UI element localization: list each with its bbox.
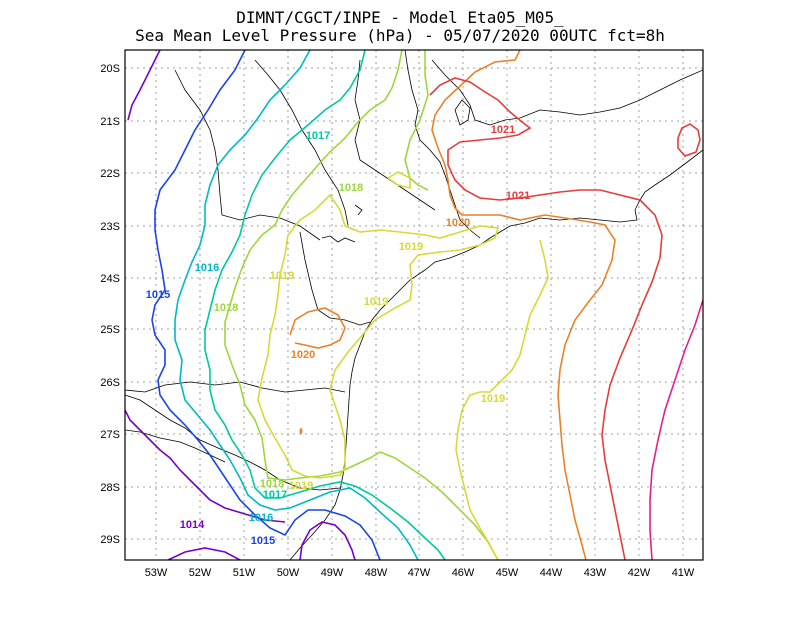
state-border [254, 59, 349, 226]
lat-tick-label: 23S [100, 221, 120, 233]
lon-tick-label: 49W [321, 567, 344, 579]
isobar-1019 [455, 239, 549, 560]
lon-tick-label: 44W [540, 567, 563, 579]
isobar-1018 [404, 50, 429, 191]
latitude-axis: 20S 21S 22S 23S 24S 25S 26S 27S 28S 29S [100, 63, 120, 546]
lon-tick-label: 41W [672, 567, 695, 579]
state-border [299, 231, 371, 326]
lat-tick-label: 27S [100, 429, 120, 441]
lon-tick-label: 45W [496, 567, 519, 579]
lon-tick-label: 47W [408, 567, 431, 579]
isobar-1017 [204, 50, 446, 560]
lat-tick-label: 25S [100, 324, 120, 336]
contour-label: 1017 [263, 489, 287, 501]
contour-label: 1017 [306, 130, 330, 142]
lon-tick-label: 52W [189, 567, 212, 579]
isobar-1014 [125, 409, 286, 523]
coastline [289, 149, 703, 560]
map-frame [124, 49, 704, 561]
state-border [431, 59, 703, 126]
contour-label: 1014 [180, 519, 205, 531]
contour-labels: 1014 1015 1015 1016 1016 1017 1017 1018 … [146, 124, 530, 547]
contour-label: 1015 [251, 535, 275, 547]
lat-lon-grid [125, 50, 703, 560]
contour-label: 1019 [399, 241, 423, 253]
contour-label: 1020 [446, 217, 470, 229]
contour-label: 1018 [214, 302, 238, 314]
isobar-1014 [299, 521, 356, 560]
country-border [125, 429, 226, 463]
isobar-1019 [257, 193, 500, 479]
isobar-1014 [127, 50, 161, 121]
lat-tick-label: 29S [100, 534, 120, 546]
isobar-1021 [429, 77, 663, 560]
lat-tick-label: 24S [100, 273, 120, 285]
isobar-1022 [649, 299, 703, 560]
lat-tick-label: 21S [100, 116, 120, 128]
lon-tick-label: 50W [277, 567, 300, 579]
state-border [125, 394, 341, 491]
lon-tick-label: 46W [452, 567, 475, 579]
contour-label: 1015 [146, 289, 170, 301]
lat-tick-label: 20S [100, 63, 120, 75]
contour-label: 1021 [491, 124, 515, 136]
reservoir-outline [321, 235, 356, 243]
contour-label: 1016 [249, 512, 273, 524]
lat-tick-label: 28S [100, 482, 120, 494]
contour-label: 1019 [481, 393, 505, 405]
lon-tick-label: 48W [365, 567, 388, 579]
contour-label: 1018 [339, 182, 363, 194]
contour-label: 1019 [364, 296, 388, 308]
contour-label: 1020 [291, 349, 315, 361]
isobar-1019 [387, 171, 411, 190]
isobars [125, 50, 703, 560]
longitude-axis: 53W 52W 51W 50W 49W 48W 47W 46W 45W 44W … [145, 567, 695, 579]
reservoir-outline [354, 204, 363, 216]
lon-tick-label: 51W [233, 567, 256, 579]
contour-label: 1018 [260, 478, 284, 490]
isobar-1018 [224, 50, 499, 560]
lake-outline [454, 99, 471, 126]
map-title-line-2: Sea Mean Level Pressure (hPa) - 05/07/20… [135, 26, 665, 45]
state-border [404, 50, 481, 239]
state-border [174, 69, 321, 241]
contour-label: 1016 [195, 262, 219, 274]
isobar-1020 [289, 307, 346, 349]
contour-label: 1019 [270, 270, 294, 282]
lon-tick-label: 53W [145, 567, 168, 579]
state-border [354, 59, 436, 211]
isobar-1014 [167, 547, 241, 560]
isobar-1021 [677, 123, 701, 157]
isobar-1020 [431, 50, 616, 560]
contour-label: 1019 [289, 480, 313, 492]
coastline-and-borders [125, 50, 703, 560]
lon-tick-label: 43W [584, 567, 607, 579]
isobar-1015 [151, 50, 381, 560]
isobar-1020-dot [299, 428, 303, 434]
contour-label: 1021 [506, 190, 530, 202]
lat-tick-label: 26S [100, 377, 120, 389]
map-title-line-1: DIMNT/CGCT/INPE - Model Eta05_M05_ [236, 8, 564, 27]
lon-tick-label: 42W [628, 567, 651, 579]
lat-tick-label: 22S [100, 168, 120, 180]
isobar-1016 [174, 50, 419, 560]
